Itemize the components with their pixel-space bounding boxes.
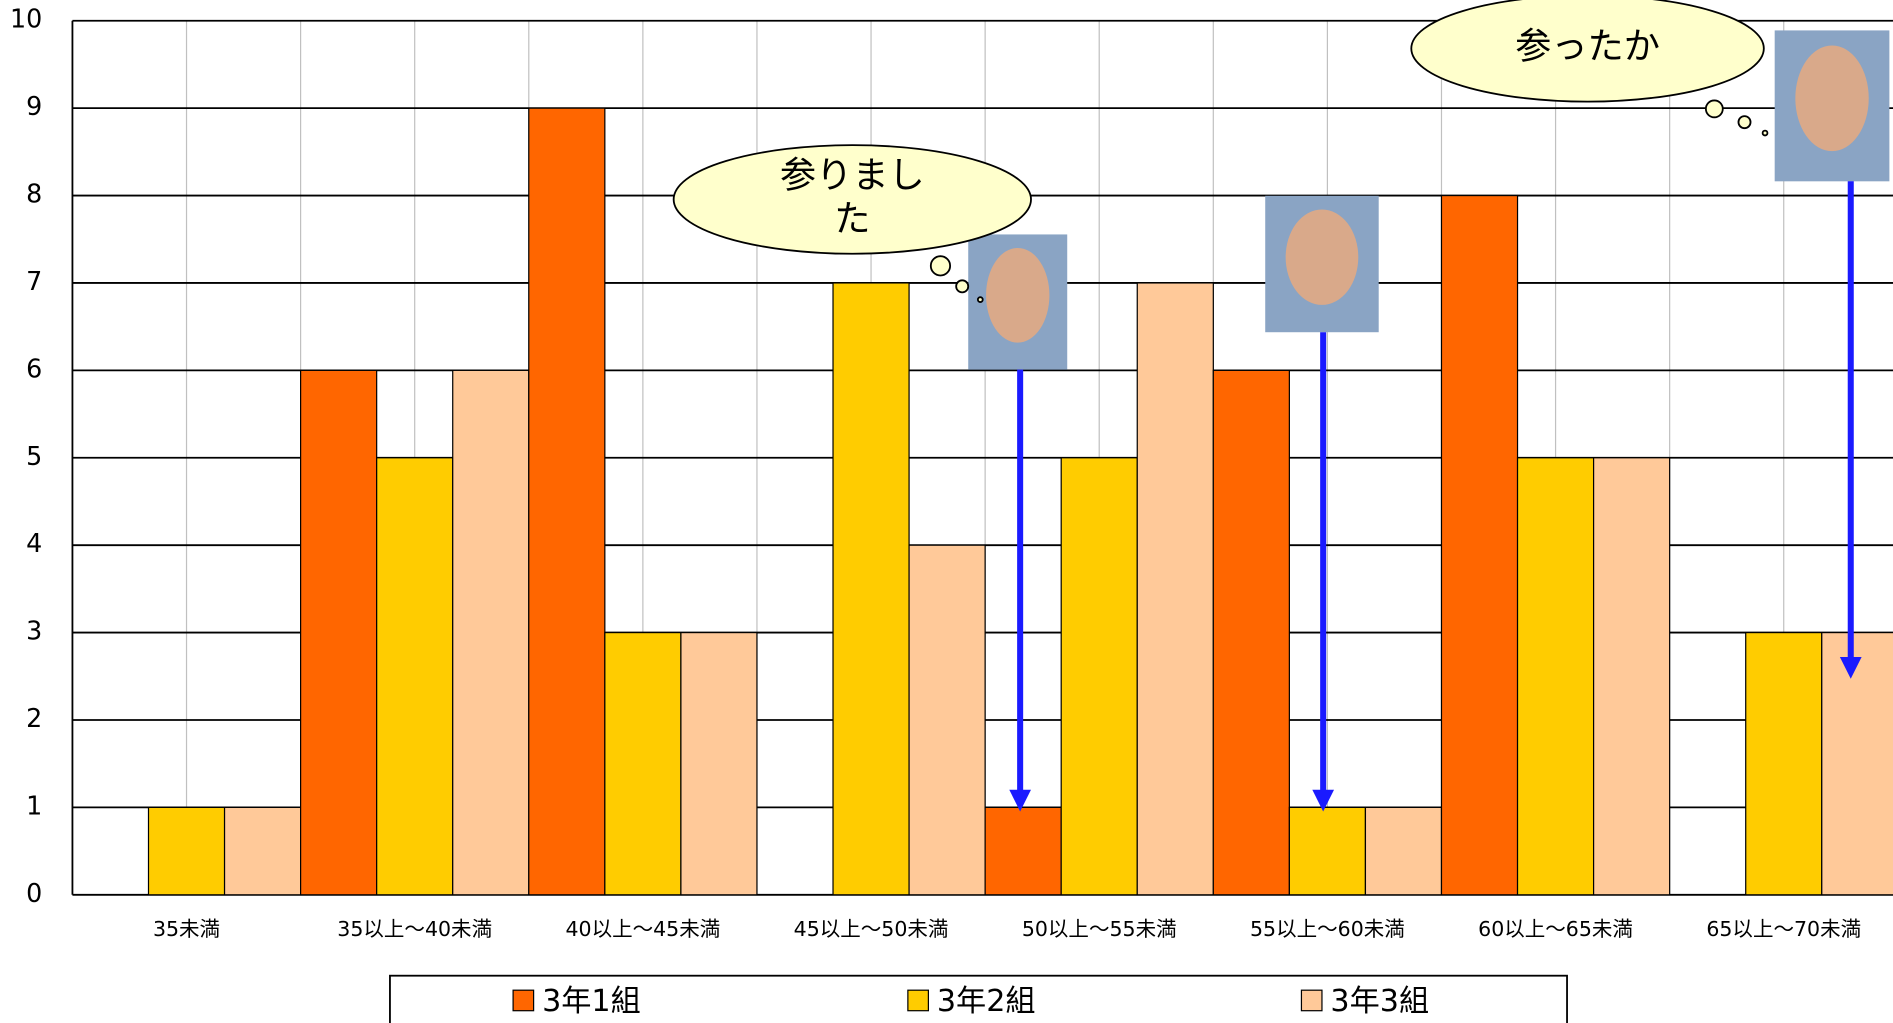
photo-face (986, 247, 1050, 343)
y-tick-label: 1 (26, 790, 42, 820)
thought-bubble (1410, 0, 1765, 103)
x-tick-label: 35未満 (153, 917, 220, 941)
bar (300, 369, 378, 896)
x-tick-label: 65以上～70未満 (1706, 917, 1861, 941)
x-tick-label: 50以上～55未満 (1022, 917, 1177, 941)
y-tick-label: 9 (26, 91, 42, 121)
x-tick-label: 35以上～40未満 (337, 917, 492, 941)
x-tick-label: 40以上～45未満 (565, 917, 720, 941)
bubble-dot (1737, 115, 1752, 130)
arrow-head (1009, 789, 1032, 812)
bar (147, 806, 226, 896)
bar (1592, 457, 1671, 896)
bar (604, 631, 682, 896)
bar (832, 282, 910, 896)
annotation: た (834, 197, 870, 240)
y-tick-label: 7 (26, 266, 42, 296)
bar (1516, 457, 1595, 896)
y-tick-label: 4 (26, 528, 42, 558)
photo-face (1285, 209, 1359, 305)
x-tick-label: 45以上～50未満 (794, 917, 949, 941)
legend-label: 3年1組 (542, 984, 641, 1019)
thought-bubble (672, 144, 1032, 255)
bubble-dot (1704, 99, 1724, 119)
legend-label: 3年3組 (1330, 984, 1429, 1019)
bar (984, 806, 1062, 896)
arrow-head (1312, 789, 1335, 812)
bubble-dot (976, 296, 984, 303)
y-tick-label: 5 (26, 441, 42, 471)
bar (1060, 457, 1138, 896)
annotation: 参ったか (1515, 25, 1660, 68)
bar (528, 107, 606, 896)
legend-swatch (512, 989, 535, 1012)
legend-label: 3年2組 (937, 984, 1036, 1019)
arrow-head (1839, 656, 1862, 679)
bubble-dot (1761, 129, 1769, 137)
bar (1364, 806, 1443, 896)
bar (1288, 806, 1367, 896)
y-tick-label: 0 (26, 878, 42, 908)
x-tick-label: 60以上～65未満 (1478, 917, 1633, 941)
bar (680, 631, 758, 896)
legend-swatch (907, 989, 929, 1012)
bar (376, 457, 454, 896)
y-tick-label: 10 (10, 4, 42, 34)
legend-swatch (1300, 989, 1323, 1012)
bar (1440, 194, 1519, 896)
bar (223, 806, 302, 896)
bubble-dot (955, 279, 970, 294)
y-tick-label: 6 (26, 353, 42, 383)
y-tick-label: 2 (26, 703, 42, 733)
bar (908, 544, 986, 896)
annotation: 参りまし (780, 154, 925, 197)
bar (1821, 631, 1893, 896)
bar (1136, 282, 1214, 896)
bar (1745, 631, 1823, 896)
photo-face (1795, 45, 1869, 152)
y-tick-label: 3 (26, 616, 42, 646)
bar (452, 369, 530, 896)
y-tick-label: 8 (26, 179, 42, 209)
bar (1212, 369, 1290, 896)
legend-box (389, 974, 1568, 1023)
x-tick-label: 55以上～60未満 (1250, 917, 1405, 941)
bubble-dot (929, 255, 952, 277)
